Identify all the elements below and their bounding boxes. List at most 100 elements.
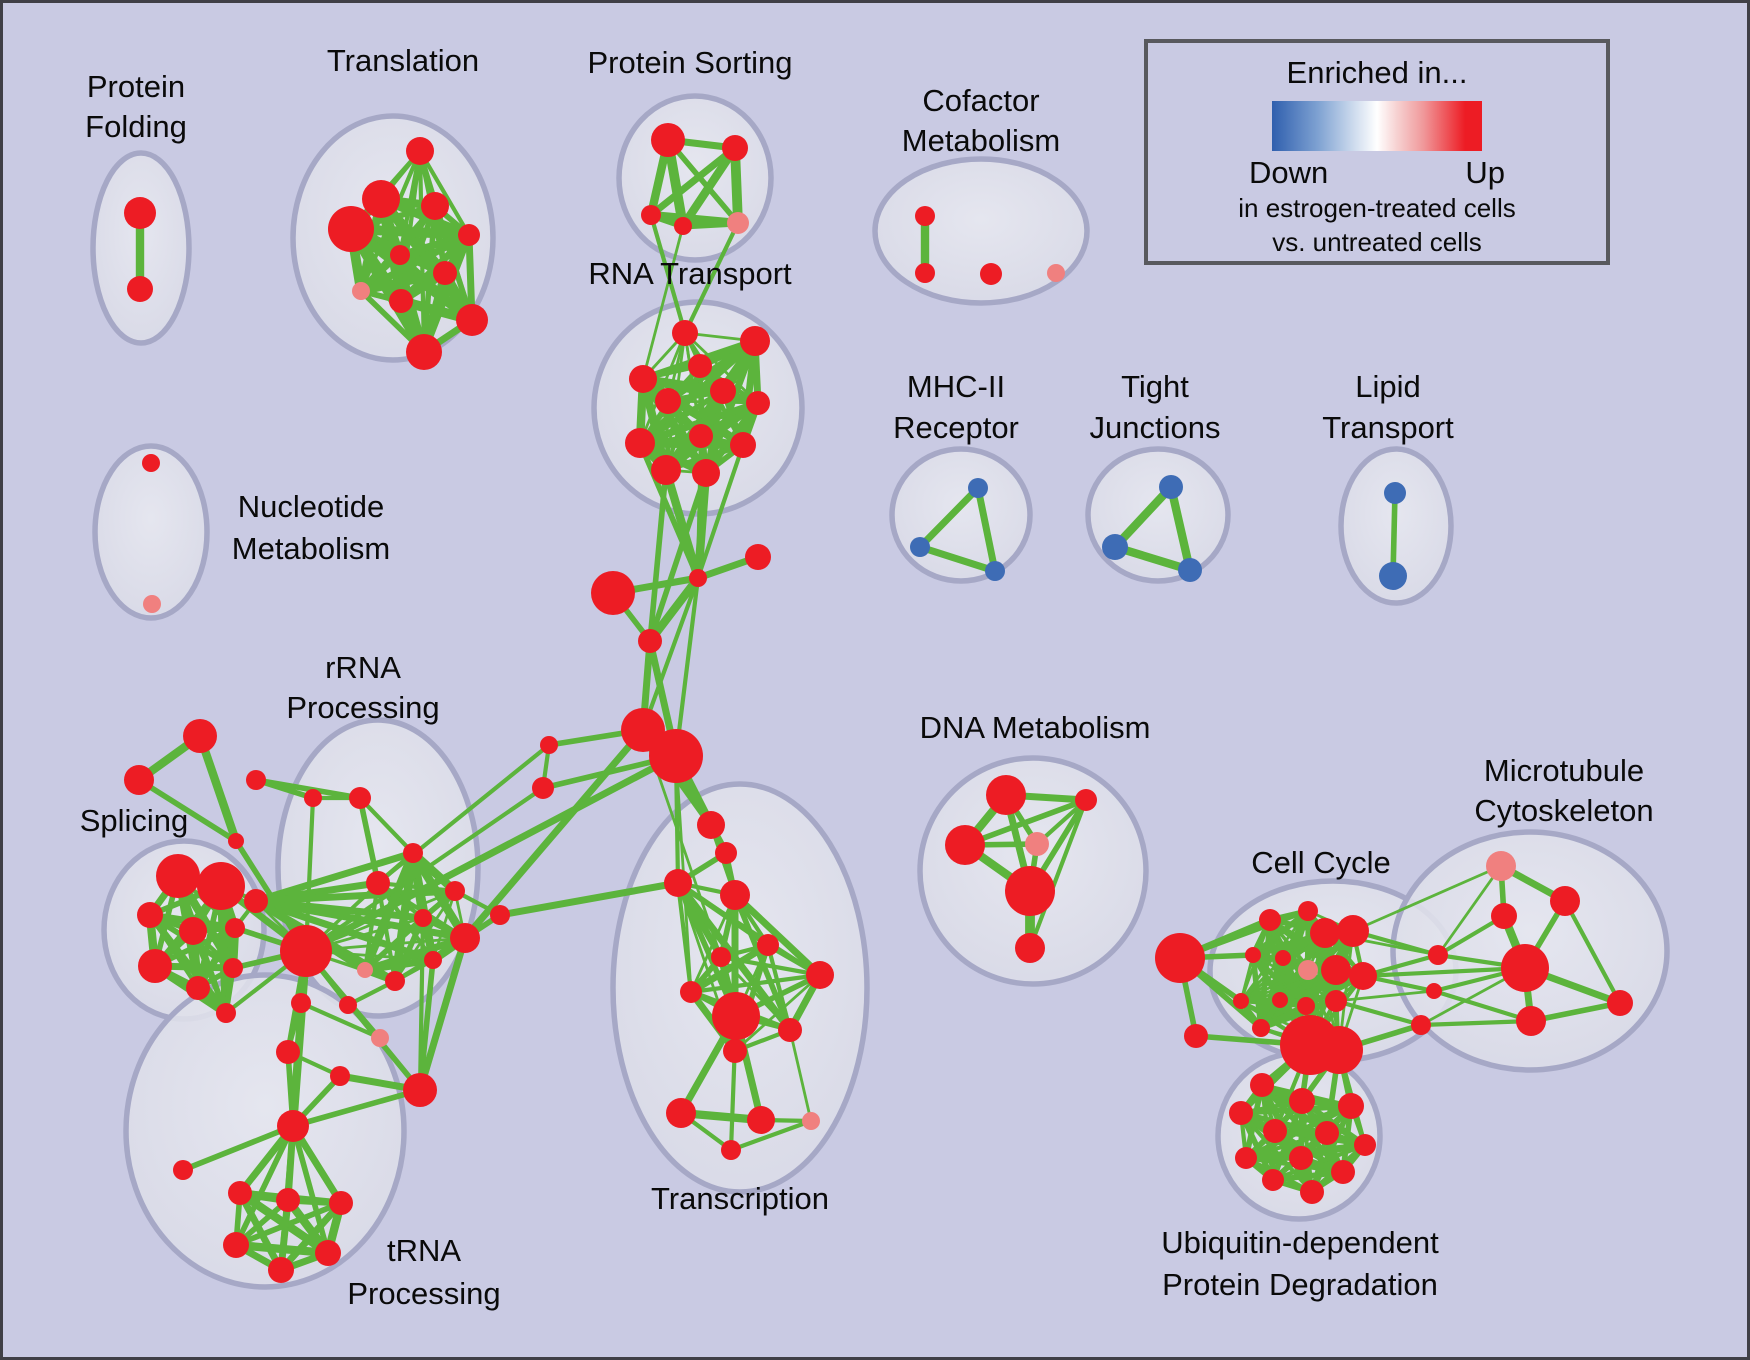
enrichment-map-svg[interactable]: Protein Folding Translation Protein Sorting… bbox=[3, 3, 1750, 1360]
node-pf2[interactable] bbox=[127, 276, 153, 302]
node-mh2[interactable] bbox=[910, 537, 930, 557]
node-t4[interactable] bbox=[328, 206, 374, 252]
node-u2[interactable] bbox=[1289, 1088, 1315, 1114]
node-br1[interactable] bbox=[1428, 945, 1448, 965]
node-cc15[interactable] bbox=[1184, 1024, 1208, 1048]
node-rt12[interactable] bbox=[692, 459, 720, 487]
node-br3[interactable] bbox=[1411, 1015, 1431, 1035]
node-x14[interactable] bbox=[802, 1112, 820, 1130]
node-d1[interactable] bbox=[986, 775, 1026, 815]
node-ps4[interactable] bbox=[674, 217, 692, 235]
node-x5[interactable] bbox=[757, 934, 779, 956]
node-rr5[interactable] bbox=[366, 871, 390, 895]
node-m6[interactable] bbox=[1516, 1006, 1546, 1036]
node-mh3[interactable] bbox=[985, 561, 1005, 581]
node-m4[interactable] bbox=[1501, 944, 1549, 992]
node-tj1[interactable] bbox=[1159, 475, 1183, 499]
node-t10[interactable] bbox=[456, 304, 488, 336]
node-tj3[interactable] bbox=[1178, 558, 1202, 582]
node-c3[interactable] bbox=[591, 571, 635, 615]
node-b1[interactable] bbox=[540, 736, 558, 754]
node-lp2[interactable] bbox=[1379, 562, 1407, 590]
node-u12[interactable] bbox=[1300, 1180, 1324, 1204]
node-rt3[interactable] bbox=[688, 354, 712, 378]
node-rr6[interactable] bbox=[403, 843, 423, 863]
node-cc8[interactable] bbox=[1321, 955, 1351, 985]
node-u8[interactable] bbox=[1235, 1147, 1257, 1169]
node-t1[interactable] bbox=[406, 137, 434, 165]
node-cc14[interactable] bbox=[1252, 1019, 1270, 1037]
node-b2[interactable] bbox=[532, 777, 554, 799]
node-cf2[interactable] bbox=[915, 263, 935, 283]
node-rt9[interactable] bbox=[625, 428, 655, 458]
node-rt11[interactable] bbox=[651, 455, 681, 485]
node-tn6[interactable] bbox=[268, 1257, 294, 1283]
node-cc4[interactable] bbox=[1337, 915, 1369, 947]
node-t2[interactable] bbox=[362, 180, 400, 218]
node-u5[interactable] bbox=[1263, 1119, 1287, 1143]
node-cc2[interactable] bbox=[1298, 901, 1318, 921]
node-rt1[interactable] bbox=[672, 320, 698, 346]
node-ps5[interactable] bbox=[727, 212, 749, 234]
node-s1[interactable] bbox=[156, 854, 200, 898]
node-rr18[interactable] bbox=[330, 1066, 350, 1086]
node-rr13[interactable] bbox=[450, 923, 480, 953]
node-rr15[interactable] bbox=[371, 1029, 389, 1047]
node-x6[interactable] bbox=[711, 947, 731, 967]
node-tn3[interactable] bbox=[329, 1191, 353, 1215]
node-cc5[interactable] bbox=[1245, 947, 1261, 963]
node-x11[interactable] bbox=[723, 1039, 747, 1063]
node-u6[interactable] bbox=[1315, 1121, 1339, 1145]
node-s3[interactable] bbox=[137, 902, 163, 928]
node-rr4[interactable] bbox=[244, 889, 268, 913]
node-tr2[interactable] bbox=[124, 765, 154, 795]
node-rr1[interactable] bbox=[246, 770, 266, 790]
node-ps3[interactable] bbox=[641, 205, 661, 225]
node-x4[interactable] bbox=[720, 880, 750, 910]
node-u1[interactable] bbox=[1250, 1073, 1274, 1097]
node-s5[interactable] bbox=[225, 918, 245, 938]
node-cc3[interactable] bbox=[1310, 918, 1340, 948]
node-ps2[interactable] bbox=[722, 135, 748, 161]
node-m5[interactable] bbox=[1607, 990, 1633, 1016]
node-t9[interactable] bbox=[389, 289, 413, 313]
node-pf1[interactable] bbox=[124, 197, 156, 229]
node-rt2[interactable] bbox=[740, 326, 770, 356]
node-t6[interactable] bbox=[390, 245, 410, 265]
node-s8[interactable] bbox=[223, 958, 243, 978]
node-x9[interactable] bbox=[712, 992, 760, 1040]
node-rr9[interactable] bbox=[357, 962, 373, 978]
node-nm1[interactable] bbox=[142, 454, 160, 472]
node-cc9[interactable] bbox=[1349, 962, 1377, 990]
node-m3[interactable] bbox=[1491, 903, 1517, 929]
node-rr3[interactable] bbox=[349, 787, 371, 809]
node-t3[interactable] bbox=[421, 192, 449, 220]
node-rr2[interactable] bbox=[304, 789, 322, 807]
node-x8[interactable] bbox=[680, 981, 702, 1003]
node-tr3[interactable] bbox=[228, 833, 244, 849]
node-cf3[interactable] bbox=[980, 263, 1002, 285]
node-rr12[interactable] bbox=[424, 951, 442, 969]
node-m1[interactable] bbox=[1486, 851, 1516, 881]
node-t8[interactable] bbox=[352, 282, 370, 300]
node-th[interactable] bbox=[277, 1110, 309, 1142]
node-rt7[interactable] bbox=[746, 391, 770, 415]
node-rr10[interactable] bbox=[339, 996, 357, 1014]
node-x1[interactable] bbox=[697, 811, 725, 839]
node-x2[interactable] bbox=[715, 842, 737, 864]
node-cf1[interactable] bbox=[915, 206, 935, 226]
node-t11[interactable] bbox=[406, 334, 442, 370]
node-t5[interactable] bbox=[458, 224, 480, 246]
node-u10[interactable] bbox=[1331, 1160, 1355, 1184]
node-s9[interactable] bbox=[216, 1003, 236, 1023]
node-tn2[interactable] bbox=[276, 1188, 300, 1212]
node-ps1[interactable] bbox=[651, 123, 685, 157]
node-tj2[interactable] bbox=[1102, 534, 1128, 560]
node-c1[interactable] bbox=[689, 569, 707, 587]
node-lp1[interactable] bbox=[1384, 482, 1406, 504]
node-x13[interactable] bbox=[747, 1106, 775, 1134]
node-s7[interactable] bbox=[186, 976, 210, 1000]
node-s2[interactable] bbox=[197, 862, 245, 910]
node-c2[interactable] bbox=[745, 544, 771, 570]
node-ccb2[interactable] bbox=[1315, 1026, 1363, 1074]
